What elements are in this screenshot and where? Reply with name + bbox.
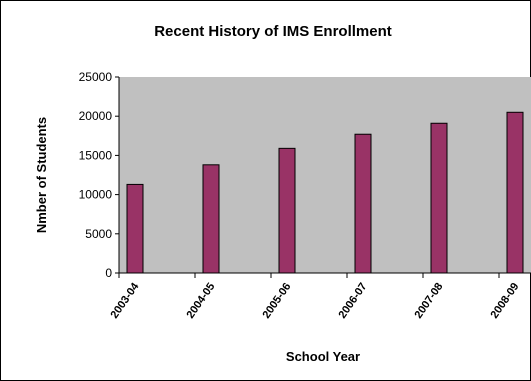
x-tick-label: 2004-05 (184, 281, 217, 321)
y-axis-label: Nmber of Students (34, 117, 49, 233)
plot-area (119, 77, 531, 273)
bar-2003-04 (126, 183, 144, 274)
bar-2004-05 (202, 164, 220, 274)
y-tick-label: 10000 (79, 188, 113, 202)
x-tick-label: 2005-06 (260, 281, 293, 321)
x-tick-label: 2007-08 (412, 281, 445, 321)
x-tick-label: 2008-09 (488, 281, 521, 321)
y-tick-label: 15000 (79, 148, 113, 162)
y-tick-label: 20000 (79, 109, 113, 123)
y-tick-label: 25000 (79, 70, 113, 84)
bar-2007-08 (430, 122, 448, 274)
bar-2005-06 (278, 147, 296, 274)
x-axis-label: School Year (286, 349, 360, 364)
x-tick-label: 2006-07 (336, 281, 369, 321)
bar-2008-09 (506, 111, 524, 274)
chart-title: Recent History of IMS Enrollment (154, 23, 392, 40)
bar-2006-07 (354, 133, 372, 274)
x-tick-label: 2003-04 (108, 280, 141, 321)
y-tick-label: 0 (105, 266, 112, 280)
y-tick-label: 5000 (85, 227, 112, 241)
